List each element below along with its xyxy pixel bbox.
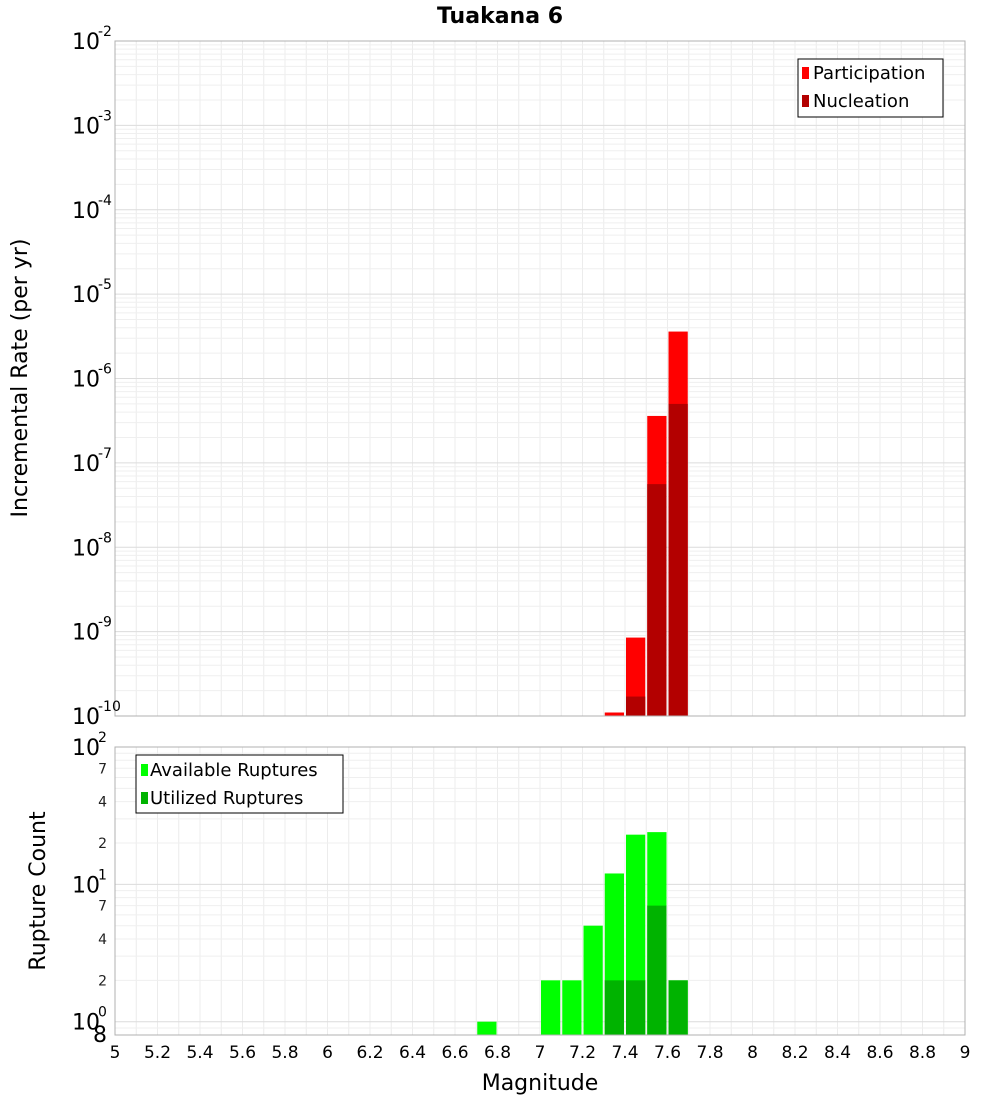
top-y-tick-exponent: -6	[98, 362, 112, 378]
top-y-tick-base: 10	[72, 705, 100, 730]
legend-label-participation: Participation	[813, 63, 925, 84]
bottom-legend-box	[135, 754, 344, 814]
top-bar-participation	[604, 712, 624, 716]
top-y-tick-exponent: -10	[98, 699, 121, 715]
top-bar-participation	[626, 637, 646, 716]
top-y-tick-exponent: -4	[98, 193, 112, 209]
top-y-tick-exponent: -7	[98, 446, 112, 462]
top-y-tick-exponent: -9	[98, 615, 112, 631]
top-gridlines	[114, 40, 966, 717]
x-tick-label: 6	[322, 1043, 333, 1063]
top-legend: Participation Nucleation	[797, 58, 944, 118]
bottom-bar-available-ruptures	[541, 980, 561, 1035]
top-y-tick-base: 10	[72, 199, 100, 224]
legend-swatch-utilized-ruptures	[141, 792, 148, 804]
bottom-bars	[477, 832, 688, 1035]
x-tick-label: 5.4	[186, 1043, 213, 1063]
bottom-bar-available-ruptures	[477, 1021, 497, 1035]
top-y-tick-exponent: -5	[98, 277, 112, 293]
bottom-bar-available-ruptures	[583, 925, 603, 1035]
bottom-legend: Available Ruptures Utilized Ruptures	[135, 754, 344, 814]
top-plot-frame	[114, 40, 966, 717]
bottom-bar-utilized-ruptures	[647, 905, 667, 1035]
top-y-tick-base: 10	[72, 368, 100, 393]
top-bar-nucleation	[647, 484, 667, 716]
legend-swatch-participation	[802, 67, 809, 79]
bottom-y-tick-label: 7	[98, 899, 107, 915]
x-tick-label: 8.6	[866, 1043, 893, 1063]
top-y-tick-base: 10	[72, 114, 100, 139]
x-tick-label: 5.8	[271, 1043, 298, 1063]
top-y-tick-base: 10	[72, 30, 100, 55]
top-y-tick-exponent: -8	[98, 530, 112, 546]
bottom-bar-available-ruptures	[562, 980, 582, 1035]
bottom-plot-frame	[114, 746, 966, 1036]
bottom-y-tick-exponent: 0	[98, 1005, 107, 1021]
top-y-tick-exponent: -2	[98, 24, 112, 40]
top-bar-nucleation	[668, 403, 688, 716]
top-y-tick-base: 10	[72, 452, 100, 477]
x-tick-label: 7.8	[696, 1043, 723, 1063]
x-tick-label: 6.4	[399, 1043, 426, 1063]
top-y-tick-exponent: -3	[98, 108, 112, 124]
legend-swatch-available-ruptures	[141, 764, 148, 776]
x-tick-label: 8	[747, 1043, 758, 1063]
x-tick-label: 6.6	[441, 1043, 468, 1063]
bottom-y-tick-exponent: 1	[98, 867, 107, 883]
top-y-tick-base: 10	[72, 283, 100, 308]
top-y-axis-label: Incremental Rate (per yr)	[8, 239, 33, 518]
top-y-tick-base: 10	[72, 536, 100, 561]
x-tick-label: 7.6	[654, 1043, 681, 1063]
x-tick-label: 5	[110, 1043, 121, 1063]
bottom-y-tick-label: 2	[98, 973, 107, 989]
top-bars	[604, 331, 688, 716]
chart-title: Tuakana 6	[437, 4, 563, 29]
top-y-tick-base: 10	[72, 621, 100, 646]
x-axis-label: Magnitude	[482, 1071, 599, 1096]
x-tick-label: 7.4	[611, 1043, 638, 1063]
bottom-bar-utilized-ruptures	[604, 980, 624, 1035]
bottom-y-tick-label: 2	[98, 836, 107, 852]
x-tick-label: 6.8	[484, 1043, 511, 1063]
bottom-y-tick-exponent: 2	[98, 730, 107, 746]
x-tick-label: 6.2	[356, 1043, 383, 1063]
bottom-y-tick-label: 4	[98, 932, 107, 948]
bottom-y-tick-label: 4	[98, 795, 107, 811]
x-tick-label: 8.4	[824, 1043, 851, 1063]
x-tick-label: 8.8	[909, 1043, 936, 1063]
bottom-y-tick-base: 10	[72, 1011, 100, 1036]
legend-swatch-nucleation	[802, 95, 809, 107]
bottom-bar-utilized-ruptures	[668, 980, 688, 1035]
x-tick-labels: 5 5.2 5.4 5.6 5.8 6 6.2 6.4 6.6 6.8 7 7.2 7.4 7.6 7.8 8…	[110, 1043, 971, 1063]
x-tick-label: 8.2	[781, 1043, 808, 1063]
x-tick-label: 5.6	[229, 1043, 256, 1063]
x-tick-label: 7.2	[569, 1043, 596, 1063]
x-tick-label: 5.2	[144, 1043, 171, 1063]
bottom-y-tick-label: 7	[98, 761, 107, 777]
bottom-bar-utilized-ruptures	[626, 980, 646, 1035]
legend-label-available-ruptures: Available Ruptures	[150, 760, 318, 781]
legend-label-utilized-ruptures: Utilized Ruptures	[150, 788, 303, 809]
top-legend-box	[797, 58, 944, 118]
bottom-y-axis-label: Rupture Count	[26, 811, 51, 971]
bottom-y-tick-base: 10	[72, 736, 100, 761]
x-tick-label: 7	[535, 1043, 546, 1063]
x-tick-label: 9	[960, 1043, 971, 1063]
legend-label-nucleation: Nucleation	[813, 91, 909, 112]
bottom-y-tick-base: 10	[72, 873, 100, 898]
top-bar-nucleation	[626, 696, 646, 716]
bottom-y-bottom-tick-label: 8	[93, 1023, 107, 1048]
